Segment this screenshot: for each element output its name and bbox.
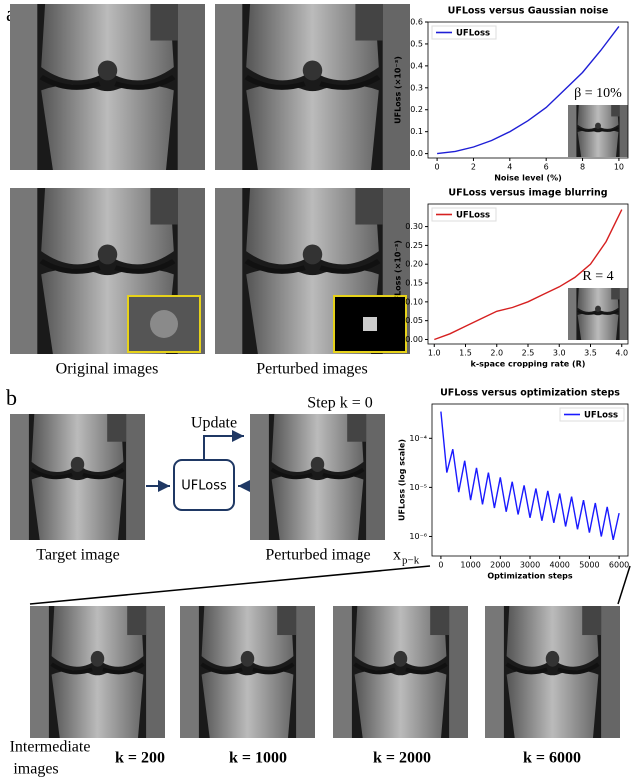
chart-title: UFLoss versus Gaussian noise xyxy=(448,6,609,17)
x-tick-label: 6000 xyxy=(609,561,629,570)
x-tick-label: 4 xyxy=(507,163,512,172)
mri-image xyxy=(10,414,145,540)
arrow xyxy=(203,430,244,460)
legend-label: UFLoss xyxy=(584,411,618,421)
kspace-spectrum xyxy=(150,310,178,338)
legend-label: UFLoss xyxy=(456,29,490,39)
inset-image xyxy=(568,105,628,157)
mri-image xyxy=(250,414,385,540)
chart-title: UFLoss versus optimization steps xyxy=(440,388,620,399)
symbol: x xyxy=(393,547,401,564)
x-tick-label: 1.5 xyxy=(459,349,472,358)
y-tick-label: 0.4 xyxy=(410,61,423,70)
x-tick-label: 1000 xyxy=(460,561,480,570)
mri-image xyxy=(10,4,205,170)
mri-image xyxy=(30,606,165,738)
step-caption: k = 6000 xyxy=(523,750,581,767)
caption: Target image xyxy=(36,547,119,564)
x-tick-label: 4.0 xyxy=(615,349,628,358)
mri-image xyxy=(180,606,315,738)
step-caption: k = 2000 xyxy=(373,750,431,767)
legend-box xyxy=(559,407,625,422)
y-tick-label: 0.6 xyxy=(410,18,423,27)
update-label: Update xyxy=(191,415,237,432)
y-tick-label: 0.25 xyxy=(405,241,423,250)
y-tick-label: 0.3 xyxy=(410,83,423,92)
x-tick-label: 0 xyxy=(435,163,440,172)
y-axis-label: UFLoss (×10⁻³) xyxy=(394,240,403,308)
y-tick-label: 10⁻⁴ xyxy=(409,434,427,443)
x-tick-label: 5000 xyxy=(579,561,599,570)
y-tick-label: 0.1 xyxy=(410,127,423,136)
y-tick-label: 0.05 xyxy=(405,316,423,325)
legend-box xyxy=(431,207,497,222)
x-tick-label: 2.0 xyxy=(490,349,503,358)
data-line xyxy=(437,25,620,155)
kspace-crop xyxy=(363,317,377,331)
y-tick-label: 0.5 xyxy=(410,39,423,48)
x-tick-label: 3.0 xyxy=(553,349,566,358)
annotation: R = 4 xyxy=(582,269,613,284)
data-line xyxy=(434,209,623,341)
annotation: β = 10% xyxy=(574,86,622,101)
y-tick-label: 0.0 xyxy=(410,149,423,158)
y-axis-label: UFLoss (×10⁻³) xyxy=(394,56,403,124)
caption: Perturbed images xyxy=(256,361,368,378)
mri-image xyxy=(215,4,410,170)
inset-image xyxy=(568,288,628,340)
legend-label: UFLoss xyxy=(456,211,490,221)
y-tick-label: 10⁻⁵ xyxy=(409,483,427,492)
mri-image xyxy=(485,606,620,738)
step-label: Step k = 0 xyxy=(307,395,372,412)
subscript: p−k xyxy=(402,555,420,567)
chart-title: UFLoss versus image blurring xyxy=(448,188,607,199)
y-tick-label: 0.2 xyxy=(410,105,423,114)
box-label: UFLoss xyxy=(181,479,227,494)
x-tick-label: 2000 xyxy=(490,561,510,570)
x-tick-label: 3.5 xyxy=(584,349,597,358)
y-axis-label: UFLoss (log scale) xyxy=(398,439,407,521)
x-tick-label: 6 xyxy=(544,163,549,172)
x-tick-label: 3000 xyxy=(520,561,540,570)
x-tick-label: 10 xyxy=(614,163,624,172)
x-tick-label: 2.5 xyxy=(522,349,535,358)
zoom-line xyxy=(29,565,431,605)
y-tick-label: 10⁻⁶ xyxy=(409,532,427,541)
caption: images xyxy=(13,761,58,778)
x-axis-label: Optimization steps xyxy=(487,572,573,581)
legend-box xyxy=(431,25,497,40)
data-line xyxy=(440,411,620,541)
y-tick-label: 0.10 xyxy=(405,297,423,306)
x-tick-label: 2 xyxy=(471,163,476,172)
x-tick-label: 4000 xyxy=(550,561,570,570)
x-axis-label: k-space cropping rate (R) xyxy=(471,360,586,369)
y-tick-label: 0.15 xyxy=(405,279,423,288)
zoom-line xyxy=(617,565,631,605)
step-caption: k = 200 xyxy=(115,750,165,767)
x-axis-label: Noise level (%) xyxy=(494,174,562,183)
panel-label: b xyxy=(6,385,17,410)
mri-image xyxy=(333,606,468,738)
caption: Original images xyxy=(56,361,159,378)
x-tick-label: 0 xyxy=(438,561,443,570)
x-tick-label: 1.0 xyxy=(428,349,441,358)
y-tick-label: 0.30 xyxy=(405,222,423,231)
step-caption: k = 1000 xyxy=(229,750,287,767)
x-tick-label: 8 xyxy=(580,163,585,172)
caption: Perturbed image xyxy=(265,547,370,564)
y-tick-label: 0.20 xyxy=(405,260,423,269)
axes-frame xyxy=(427,21,629,159)
y-tick-label: 0.00 xyxy=(405,335,423,344)
caption: Intermediate xyxy=(10,739,91,756)
